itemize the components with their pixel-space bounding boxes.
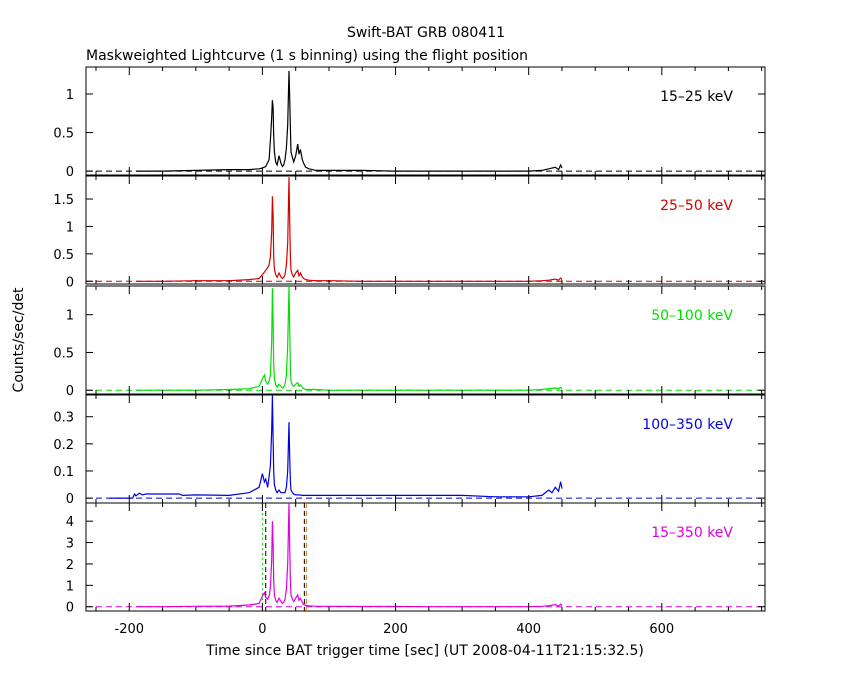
panels-layer: 0 0.5 1 15–25 keV 0 0.5 1 1.5 25–50 keV 0 0.5 1 50–1…: [53, 66, 766, 637]
y-tick-label: 0: [66, 275, 74, 290]
panel-5: 0 1 2 3 4 15–350 keV: [66, 502, 766, 616]
x-tick-label: 600: [649, 622, 674, 637]
y-tick-label: 0.2: [53, 438, 74, 453]
panel-energy-label: 15–350 keV: [651, 525, 733, 541]
chart-title: Swift-BAT GRB 080411: [347, 25, 505, 41]
y-tick-label: 1.5: [53, 193, 74, 208]
chart-subtitle: Maskweighted Lightcurve (1 s binning) us…: [86, 48, 528, 64]
y-tick-label: 1: [66, 309, 74, 324]
panel-frame: [85, 502, 766, 612]
y-tick-label: 4: [66, 515, 74, 530]
series-line: [135, 503, 563, 608]
y-tick-label: 2: [66, 558, 74, 573]
y-tick-label: 0.5: [53, 248, 74, 263]
y-tick-label: 3: [66, 537, 74, 552]
panel-frame: [85, 175, 766, 285]
panel-energy-label: 100–350 keV: [642, 417, 733, 433]
panel-frame: [85, 394, 766, 504]
x-tick-label: 0: [258, 622, 266, 637]
series-line: [135, 286, 563, 391]
panel-1: 0 0.5 1 15–25 keV: [53, 66, 766, 180]
x-tick-label: 400: [516, 622, 541, 637]
y-tick-label: 0: [66, 384, 74, 399]
y-tick-label: 0.1: [53, 465, 74, 480]
y-tick-label: 0: [66, 165, 74, 180]
x-axis-label: Time since BAT trigger time [sec] (UT 20…: [205, 643, 644, 659]
series-line: [135, 177, 563, 282]
y-tick-label: 1: [66, 579, 74, 594]
y-tick-label: 0.5: [53, 346, 74, 361]
x-tick-label: 200: [383, 622, 408, 637]
panel-3: 0 0.5 1 50–100 keV: [53, 285, 766, 399]
panel-4: 0 0.1 0.2 0.3 100–350 keV: [53, 394, 766, 507]
y-tick-label: 1: [66, 220, 74, 235]
panel-2: 0 0.5 1 1.5 25–50 keV: [53, 175, 766, 290]
panel-frame: [85, 285, 766, 395]
series-line: [135, 70, 563, 172]
y-tick-label: 1: [66, 88, 74, 103]
panel-energy-label: 25–50 keV: [660, 198, 733, 214]
panel-energy-label: 15–25 keV: [660, 89, 733, 105]
y-tick-label: 0.3: [53, 411, 74, 426]
x-tick-label: -200: [115, 622, 145, 637]
panel-energy-label: 50–100 keV: [651, 308, 733, 324]
y-tick-label: 0: [66, 601, 74, 616]
panel-frame: [85, 66, 766, 176]
series-line: [109, 395, 563, 499]
y-tick-label: 0: [66, 492, 74, 507]
y-tick-label: 0.5: [53, 127, 74, 142]
y-axis-label: Counts/sec/det: [11, 287, 27, 392]
